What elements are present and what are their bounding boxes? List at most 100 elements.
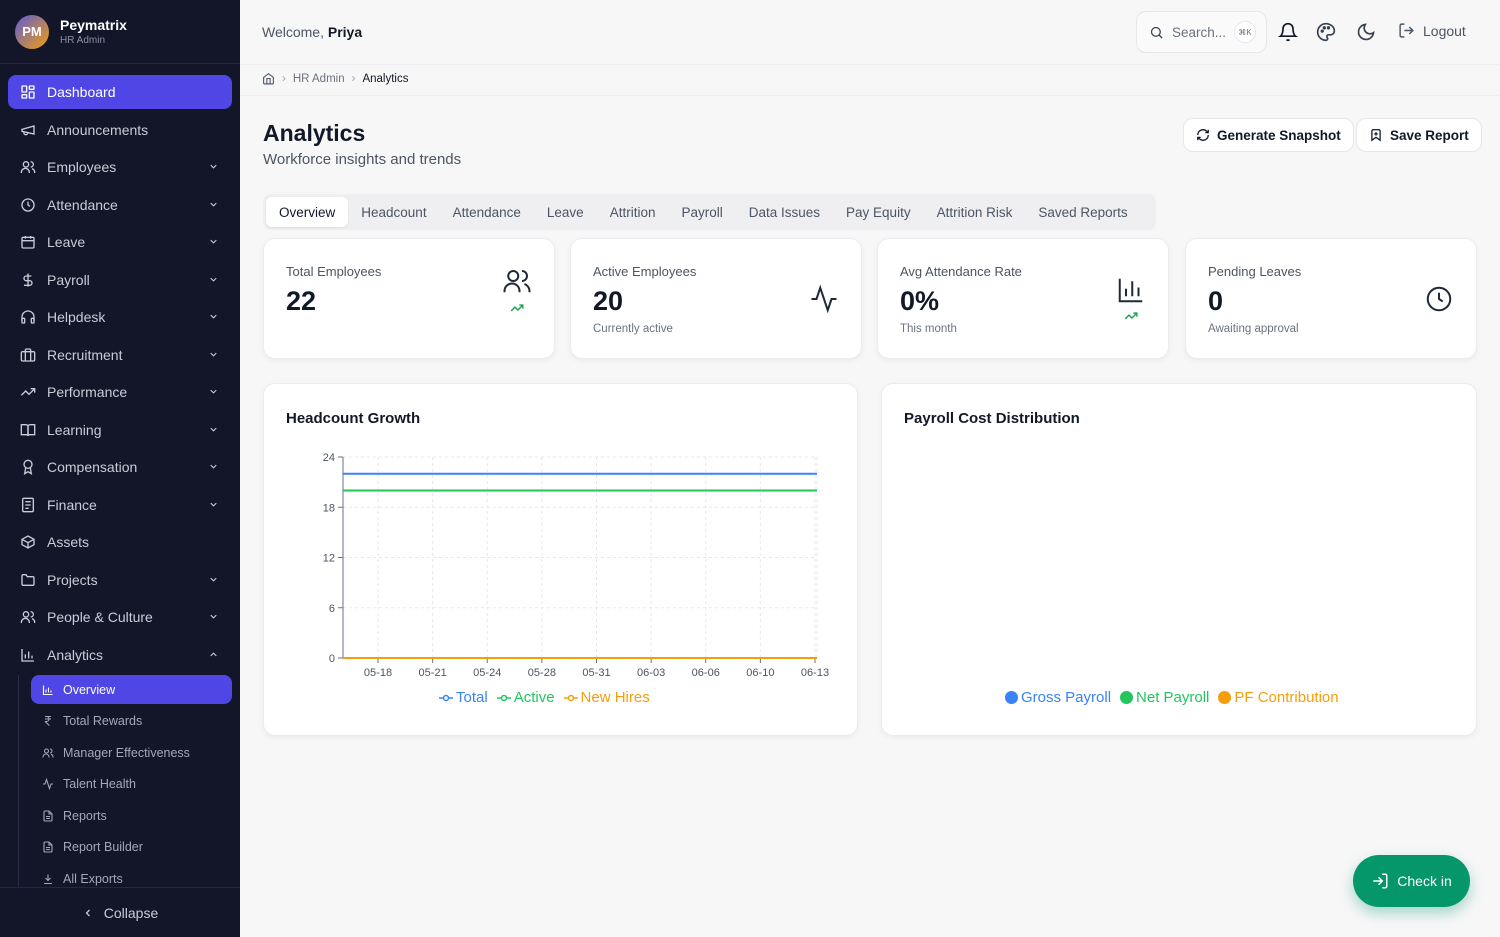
sidebar-item-label: Projects: [47, 571, 98, 588]
logout-button[interactable]: Logout: [1398, 22, 1466, 39]
sidebar-subitem-label: Total Rewards: [63, 714, 143, 728]
stat-card-total-employees: Total Employees 22: [263, 238, 555, 359]
x-tick-label: 05-31: [582, 667, 610, 679]
sidebar-subitem-label: Manager Effectiveness: [63, 745, 190, 760]
users-icon: [19, 608, 37, 626]
login-icon: [1371, 872, 1389, 890]
sidebar-item-people-culture[interactable]: People & Culture: [8, 600, 232, 634]
brand-name: Peymatrix: [60, 17, 127, 33]
sidebar-item-label: Performance: [47, 384, 128, 400]
legend-label: Active: [513, 689, 555, 706]
sidebar-item-announcements[interactable]: Announcements: [8, 113, 232, 147]
breadcrumb-current: Analytics: [362, 72, 409, 85]
legend-item-net-payroll[interactable]: Net Payroll: [1120, 689, 1209, 706]
logout-label: Logout: [1423, 22, 1466, 39]
generate-snapshot-button[interactable]: Generate Snapshot: [1183, 118, 1354, 152]
sidebar-item-label: Employees: [47, 159, 117, 175]
chevron-down-icon: [208, 574, 219, 585]
calendar-icon: [19, 233, 37, 251]
sidebar-subitem-manager-effectiveness[interactable]: Manager Effectiveness: [31, 738, 232, 767]
legend-item-gross-payroll[interactable]: Gross Payroll: [1005, 689, 1111, 706]
home-icon[interactable]: [262, 72, 275, 85]
breadcrumb-parent[interactable]: HR Admin: [292, 72, 345, 85]
y-tick-label: 0: [329, 653, 335, 665]
legend-label: PF Contribution: [1234, 689, 1339, 706]
sidebar-item-leave[interactable]: Leave: [8, 225, 232, 259]
tab-attrition-risk[interactable]: Attrition Risk: [936, 204, 1013, 220]
y-tick-label: 24: [323, 452, 335, 464]
tab-pay-equity[interactable]: Pay Equity: [846, 204, 911, 220]
tab-payroll[interactable]: Payroll: [681, 204, 723, 220]
sidebar-subitem-reports[interactable]: Reports: [31, 801, 232, 830]
tab-saved-reports[interactable]: Saved Reports: [1038, 204, 1128, 220]
sidebar-item-label: Leave: [47, 234, 86, 250]
sidebar-item-performance[interactable]: Performance: [8, 375, 232, 409]
file-icon: [41, 841, 54, 854]
tab-data-issues[interactable]: Data Issues: [748, 204, 821, 220]
chevron-down-icon: [208, 349, 219, 360]
stat-value: 0%: [900, 286, 940, 316]
sidebar-subitem-label: All Exports: [63, 871, 123, 886]
welcome-prefix: Welcome,: [262, 24, 328, 40]
users-icon: [19, 158, 37, 176]
sidebar-item-projects[interactable]: Projects: [8, 563, 232, 597]
tab-headcount[interactable]: Headcount: [361, 204, 427, 220]
search-placeholder: Search...: [1172, 24, 1227, 40]
tab-attendance[interactable]: Attendance: [452, 204, 521, 220]
legend-item-total[interactable]: Total: [439, 689, 488, 706]
tab-leave[interactable]: Leave: [546, 204, 584, 220]
sidebar-item-helpdesk[interactable]: Helpdesk: [8, 300, 232, 334]
sidebar-item-attendance[interactable]: Attendance: [8, 188, 232, 222]
sidebar-item-finance[interactable]: Finance: [8, 488, 232, 522]
legend-item-active[interactable]: Active: [496, 689, 555, 706]
save-report-button[interactable]: Save Report: [1356, 118, 1482, 152]
check-in-button[interactable]: Check in: [1353, 855, 1470, 907]
sidebar-subitem-all-exports[interactable]: All Exports: [31, 864, 232, 893]
stat-value: 20: [593, 286, 624, 316]
sidebar-item-dashboard[interactable]: Dashboard: [8, 75, 232, 109]
sidebar-subitem-talent-health[interactable]: Talent Health: [31, 770, 232, 799]
tab-attrition[interactable]: Attrition: [609, 204, 656, 220]
grid-icon: [19, 83, 37, 101]
tab-overview[interactable]: Overview: [266, 197, 349, 227]
sidebar-item-payroll[interactable]: Payroll: [8, 263, 232, 297]
sidebar-subitem-overview[interactable]: Overview: [31, 675, 232, 704]
logout-icon: [1398, 22, 1415, 39]
refresh-icon: [1196, 128, 1210, 142]
sidebar-item-compensation[interactable]: Compensation: [8, 450, 232, 484]
stat-label: Pending Leaves: [1208, 264, 1302, 279]
sidebar-item-employees[interactable]: Employees: [8, 150, 232, 184]
page-subtitle: Workforce insights and trends: [263, 151, 462, 168]
brand-role: HR Admin: [60, 35, 106, 46]
notifications-bell-icon[interactable]: [1278, 22, 1298, 42]
sidebar-item-assets[interactable]: Assets: [8, 525, 232, 559]
legend-item-new-hires[interactable]: New Hires: [563, 689, 650, 706]
sidebar-item-recruitment[interactable]: Recruitment: [8, 338, 232, 372]
dollar-icon: [19, 271, 37, 289]
sidebar-subitem-label: Report Builder: [63, 840, 143, 854]
analytics-tabs: Overview Headcount Attendance Leave Attr…: [263, 194, 1156, 230]
collapse-sidebar-button[interactable]: Collapse: [0, 887, 240, 937]
legend-item-pf-contribution[interactable]: PF Contribution: [1218, 689, 1339, 706]
search-input[interactable]: Search... ⌘K: [1136, 11, 1267, 53]
legend-dot: [1120, 691, 1134, 704]
bar-chart-icon: [19, 646, 37, 664]
stat-note: This month: [900, 323, 957, 335]
breadcrumb-separator: ›: [351, 72, 356, 85]
avatar[interactable]: PM: [15, 14, 49, 49]
sidebar-subitem-total-rewards[interactable]: Total Rewards: [31, 707, 232, 736]
bar-chart-icon: [1116, 275, 1146, 305]
chevron-down-icon: [208, 236, 219, 247]
y-tick-label: 6: [329, 603, 335, 615]
headphones-icon: [19, 308, 37, 326]
sidebar-subitem-report-builder[interactable]: Report Builder: [31, 833, 232, 862]
sidebar-item-analytics[interactable]: Analytics: [8, 638, 232, 672]
y-tick-label: 12: [323, 553, 335, 565]
sidebar-item-learning[interactable]: Learning: [8, 413, 232, 447]
dark-mode-moon-icon[interactable]: [1356, 22, 1376, 42]
chart-legend: Gross Payroll Net Payroll PF Contributio…: [1005, 689, 1348, 706]
palette-icon[interactable]: [1316, 22, 1336, 42]
legend-label: New Hires: [580, 689, 650, 706]
divider: [240, 95, 1500, 96]
x-tick-label: 06-06: [692, 667, 720, 679]
